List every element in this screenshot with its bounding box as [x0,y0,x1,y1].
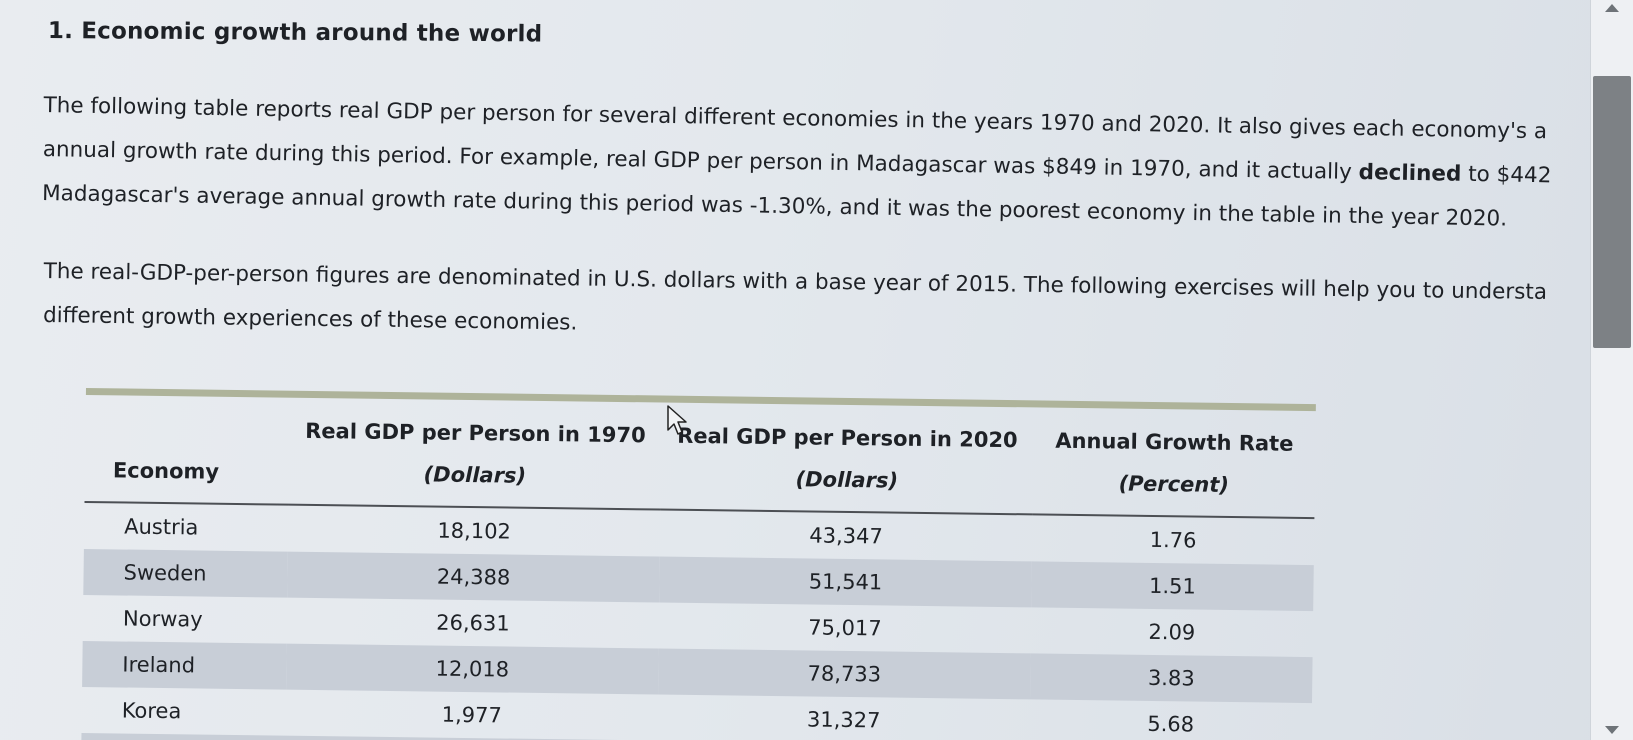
cell-gdp-1970: 24,388 [287,551,660,603]
question-title: 1. Economic growth around the world [47,18,543,48]
header-gdp-2020: Real GDP per Person in 2020 (Dollars) [660,402,1034,515]
cell-gdp-1970: 1,977 [441,702,502,728]
chevron-up-icon[interactable] [1605,4,1619,12]
table-header-row: Economy Real GDP per Person in 1970 (Dol… [84,394,1316,519]
cell-economy: Austria [124,514,199,540]
cell-gdp-2020: 78,733 [658,648,1031,700]
cell-gdp-2020: 31,327 [806,707,881,733]
vertical-scrollbar[interactable] [1590,0,1633,740]
scrollbar-thumb[interactable] [1593,76,1631,348]
cell-gdp-2020: 75,017 [808,615,882,641]
cell-gdp-2020: 43,347 [809,523,884,549]
cell-gdp-1970: 12,018 [286,643,659,695]
chevron-down-icon[interactable] [1605,726,1619,734]
cell-gdp-1970: 26,631 [436,610,510,636]
denomination-paragraph: The real-GDP-per-person figures are deno… [43,250,1548,359]
cell-growth-rate: 1.51 [1031,561,1314,612]
header-economy: Economy [84,394,290,505]
cell-economy: Ireland [82,640,287,690]
cell-growth-rate: 5.68 [1147,711,1195,737]
gdp-table-container: Economy Real GDP per Person in 1970 (Dol… [81,388,1316,740]
gdp-table: Economy Real GDP per Person in 1970 (Dol… [81,394,1316,740]
cell-growth-rate: 1.76 [1149,527,1197,553]
header-growth-rate: Annual Growth Rate (Percent) [1032,407,1316,519]
intro-paragraph: The following table reports real GDP per… [42,84,1553,242]
emphasis-declined: declined [1358,159,1462,187]
cell-gdp-1970: 18,102 [437,518,512,544]
cell-economy: Korea [121,698,182,724]
cell-growth-rate: 3.83 [1030,653,1313,704]
cell-economy: Norway [122,606,203,632]
cell-economy: Sweden [83,548,288,598]
cell-gdp-2020: 51,541 [659,556,1032,608]
cell-growth-rate: 2.09 [1148,619,1196,645]
arrow-cursor-icon [667,405,687,435]
header-gdp-1970: Real GDP per Person in 1970 (Dollars) [288,397,662,510]
